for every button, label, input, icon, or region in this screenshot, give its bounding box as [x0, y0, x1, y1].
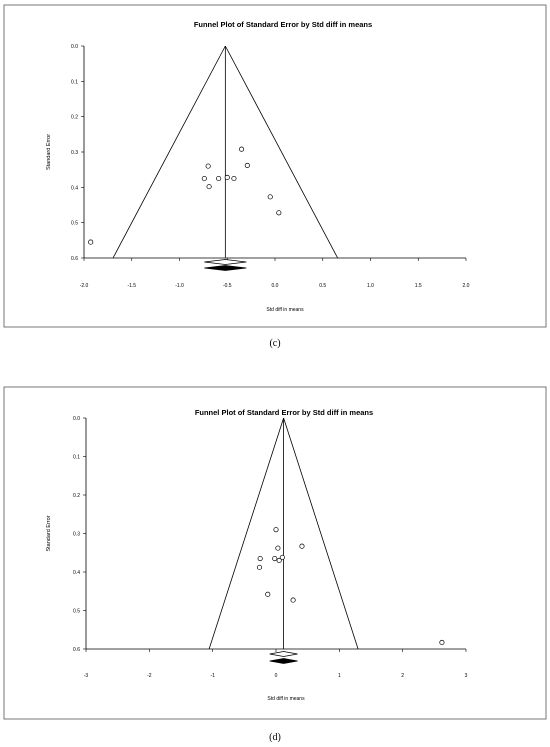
x-tick-label: 1.5 — [415, 283, 422, 289]
study-point — [439, 639, 445, 646]
funnel-left-line — [112, 45, 226, 259]
study-point — [224, 174, 230, 180]
study-point — [201, 175, 207, 182]
x-axis-label: Std diff in means — [266, 307, 304, 313]
study-point — [239, 146, 245, 152]
y-tick-label: 0.1 — [73, 455, 80, 461]
funnel-right-line — [224, 45, 339, 259]
study-point — [275, 545, 281, 551]
y-tick-label: 0.1 — [71, 79, 78, 85]
summary-diamond-open — [204, 259, 247, 265]
panel-frame — [3, 386, 547, 720]
y-axis-label: Standard Error — [46, 515, 52, 551]
y-tick-label: 0.6 — [71, 256, 78, 262]
funnel-right-line — [283, 417, 359, 650]
y-tick-label: 0.2 — [71, 115, 78, 121]
y-tick-label: 0.3 — [73, 532, 80, 538]
x-tick-label: 0.0 — [272, 283, 279, 289]
x-tick-label: 1.0 — [367, 283, 374, 289]
x-tick-label: -2 — [147, 673, 152, 679]
panel-frame — [3, 4, 547, 328]
study-point — [272, 555, 278, 562]
study-point — [244, 162, 250, 168]
funnel-left-line — [208, 417, 284, 650]
study-point — [279, 554, 285, 560]
panel-d: Funnel Plot of Standard Error by Std dif… — [0, 380, 550, 747]
y-tick-label: 0.2 — [73, 493, 80, 499]
x-tick-label: -1.5 — [127, 283, 136, 289]
funnel-plot-c: Funnel Plot of Standard Error by Std dif… — [3, 4, 547, 328]
x-tick-label: 1 — [338, 673, 341, 679]
chart-title: Funnel Plot of Standard Error by Std dif… — [195, 408, 373, 417]
x-tick-label: 2.0 — [463, 283, 470, 289]
x-tick-label: -2.0 — [80, 283, 89, 289]
y-tick-label: 0.5 — [71, 221, 78, 227]
y-tick-label: 0.6 — [73, 647, 80, 653]
study-point — [257, 555, 263, 562]
summary-diamond-filled — [269, 658, 298, 664]
x-tick-label: 2 — [401, 673, 404, 679]
study-point — [290, 597, 296, 603]
study-point — [299, 543, 305, 549]
study-point — [273, 527, 279, 533]
y-tick-label: 0.0 — [73, 416, 80, 422]
y-tick-label: 0.3 — [71, 150, 78, 156]
study-point — [276, 557, 282, 564]
study-point — [276, 210, 282, 216]
study-point — [265, 591, 271, 597]
y-axis-label: Standard Error — [46, 134, 52, 170]
study-point — [256, 564, 263, 570]
y-tick-label: 0.0 — [71, 44, 78, 50]
study-point — [216, 175, 222, 182]
study-point — [267, 194, 273, 200]
x-tick-label: 0 — [275, 673, 278, 679]
study-point — [231, 175, 237, 182]
panel-c: Funnel Plot of Standard Error by Std dif… — [0, 0, 550, 362]
study-point — [206, 184, 212, 190]
chart-title: Funnel Plot of Standard Error by Std dif… — [194, 20, 372, 29]
summary-diamond-open — [269, 651, 298, 657]
y-tick-label: 0.4 — [71, 185, 78, 191]
x-tick-label: -1 — [210, 673, 215, 679]
study-point — [88, 239, 94, 245]
x-tick-label: -1.0 — [175, 283, 184, 289]
x-tick-label: 3 — [465, 673, 468, 679]
y-tick-label: 0.5 — [73, 609, 80, 615]
y-tick-label: 0.4 — [73, 570, 80, 576]
x-tick-label: 0.5 — [319, 283, 326, 289]
funnel-plot-d: Funnel Plot of Standard Error by Std dif… — [3, 386, 547, 720]
x-tick-label: -0.5 — [223, 283, 232, 289]
summary-diamond-filled — [204, 265, 247, 271]
x-axis-label: Std diff in means — [267, 696, 305, 702]
x-tick-label: -3 — [84, 673, 89, 679]
caption-d: (d) — [269, 732, 281, 743]
study-point — [205, 163, 211, 169]
caption-c: (c) — [269, 338, 281, 349]
